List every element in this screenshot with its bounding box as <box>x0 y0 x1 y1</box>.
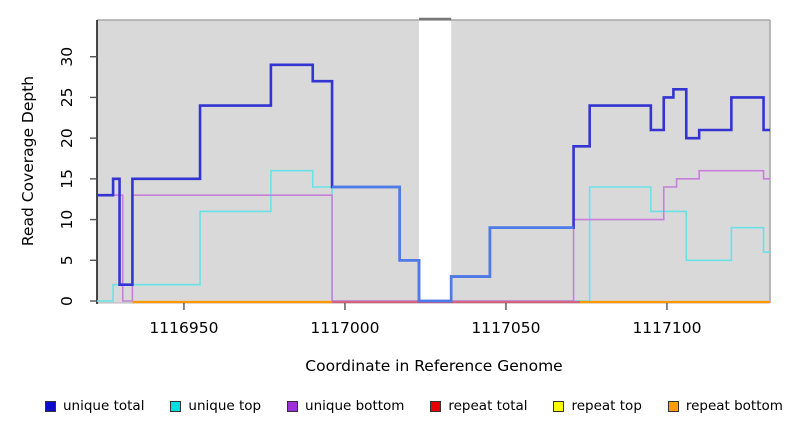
legend-swatch-icon <box>45 400 56 412</box>
x-tick-label: 1117050 <box>471 319 540 337</box>
legend-item: unique total <box>45 398 144 414</box>
y-tick-label: 10 <box>58 210 76 230</box>
x-axis-title: Coordinate in Reference Genome <box>305 357 563 375</box>
legend-swatch-icon <box>553 400 565 412</box>
y-tick-label: 5 <box>58 255 76 265</box>
legend-item: repeat top <box>553 398 642 414</box>
series-unique-bottom <box>97 169 770 302</box>
legend-label: unique total <box>63 398 145 414</box>
y-tick-label: 15 <box>58 169 76 189</box>
y-tick-label: 30 <box>58 47 76 67</box>
x-tick-label: 1116950 <box>149 319 218 337</box>
y-tick-label: 0 <box>58 296 76 306</box>
legend-swatch-icon <box>287 400 299 412</box>
legend-swatch-icon <box>667 400 679 412</box>
legend-label: repeat bottom <box>685 398 783 414</box>
x-tick-label: 1117000 <box>310 319 379 337</box>
legend-label: unique top <box>188 398 262 414</box>
y-tick-label: 20 <box>58 128 76 148</box>
legend-swatch-icon <box>170 400 182 412</box>
legend-item: repeat bottom <box>667 398 783 414</box>
y-tick-label: 25 <box>58 88 76 108</box>
legend-item: unique bottom <box>287 398 404 414</box>
legend-label: repeat total <box>448 398 528 414</box>
legend-swatch-icon <box>430 400 442 412</box>
x-tick-label: 1117100 <box>632 319 701 337</box>
legend-label: repeat top <box>571 398 642 414</box>
legend-item: unique top <box>170 398 261 414</box>
y-axis-title: Read Coverage Depth <box>19 75 37 247</box>
legend-item: repeat total <box>430 398 528 414</box>
legend-label: unique bottom <box>305 398 405 414</box>
series-unique-total-light-segment <box>332 185 574 303</box>
no-data-gap-band <box>419 17 452 303</box>
legend: unique total unique top unique bottom repea… <box>45 398 783 414</box>
